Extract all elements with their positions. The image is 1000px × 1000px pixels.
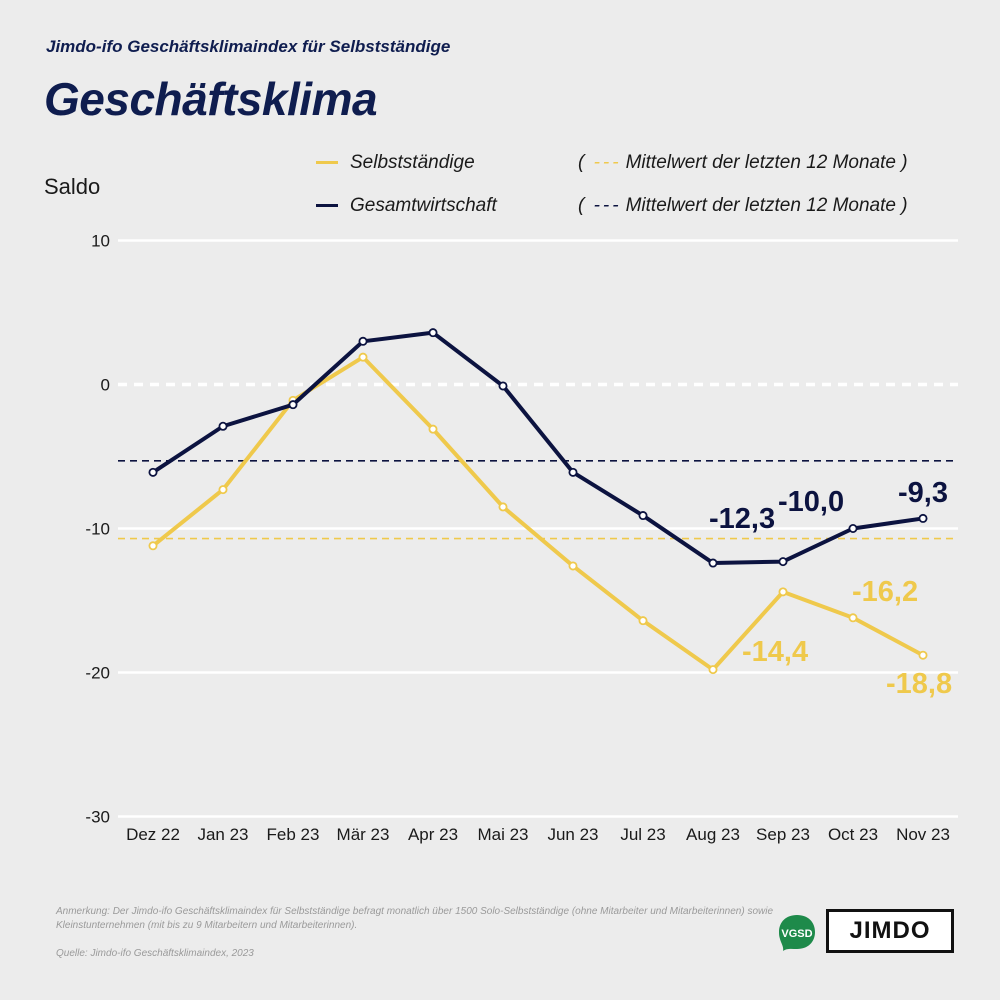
series-line-selbststaendige	[151, 355, 925, 672]
y-axis-label: Saldo	[44, 174, 101, 199]
data-point-gesamtwirtschaft	[498, 381, 508, 391]
data-label-gesamtwirtschaft: -12,3	[709, 503, 775, 535]
data-label-selbststaendige: -18,8	[886, 668, 952, 700]
data-point-selbststaendige	[428, 424, 438, 434]
data-label-selbststaendige: -16,2	[852, 576, 918, 608]
legend-swatch-selbststaendige	[316, 161, 338, 165]
legend-mean-dash-gesamtwirtschaft: ---	[593, 195, 622, 216]
data-point-gesamtwirtschaft	[918, 513, 928, 523]
data-point-selbststaendige	[918, 650, 928, 660]
x-tick-label: Nov 23	[896, 825, 950, 844]
source-note: Quelle: Jimdo-ifo Geschäftsklimaindex, 2…	[56, 948, 254, 959]
x-tick-label: Dez 22	[126, 825, 180, 844]
data-point-gesamtwirtschaft	[358, 336, 368, 346]
vgsd-logo: VGSD	[779, 915, 815, 951]
legend-mean-selbststaendige: ( --- Mittelwert der letzten 12 Monate )	[578, 152, 908, 173]
data-label-selbststaendige: -14,4	[742, 636, 808, 668]
y-tick-label: -20	[85, 664, 110, 683]
data-point-selbststaendige	[638, 616, 648, 626]
x-tick-label: Oct 23	[828, 825, 878, 844]
data-point-selbststaendige	[568, 561, 578, 571]
legend-mean-label-gesamtwirtschaft: Mittelwert der letzten 12 Monate	[625, 195, 896, 216]
svg-text:VGSD: VGSD	[781, 928, 812, 940]
data-point-gesamtwirtschaft	[848, 524, 858, 534]
x-tick-label: Sep 23	[756, 825, 810, 844]
x-tick-label: Feb 23	[267, 825, 320, 844]
data-point-gesamtwirtschaft	[428, 328, 438, 338]
y-tick-label: 0	[101, 376, 110, 395]
data-point-gesamtwirtschaft	[288, 400, 298, 410]
chart-subtitle: Jimdo-ifo Geschäftsklimaindex für Selbst…	[46, 37, 451, 56]
x-tick-label: Mai 23	[477, 825, 528, 844]
data-point-selbststaendige	[848, 613, 858, 623]
x-tick-label: Apr 23	[408, 825, 458, 844]
legend-mean-dash-selbststaendige: ---	[593, 152, 622, 173]
data-point-selbststaendige	[498, 502, 508, 512]
x-tick-label: Mär 23	[337, 825, 390, 844]
x-tick-label: Jun 23	[547, 825, 598, 844]
y-tick-label: -10	[85, 520, 110, 539]
data-point-selbststaendige	[708, 665, 718, 675]
legend-label-gesamtwirtschaft: Gesamtwirtschaft	[350, 195, 497, 216]
data-point-selbststaendige	[148, 541, 158, 551]
legend-label-selbststaendige: Selbstständige	[350, 152, 475, 173]
x-tick-label: Jul 23	[620, 825, 665, 844]
legend-item-selbststaendige: Selbstständige	[316, 152, 475, 174]
data-point-gesamtwirtschaft	[778, 557, 788, 567]
data-point-gesamtwirtschaft	[708, 558, 718, 568]
x-tick-label: Aug 23	[686, 825, 740, 844]
y-tick-label: -30	[85, 808, 110, 827]
data-point-selbststaendige	[778, 587, 788, 597]
jimdo-logo: JIMDO	[826, 909, 954, 953]
data-label-gesamtwirtschaft: -10,0	[778, 486, 844, 518]
data-point-gesamtwirtschaft	[148, 467, 158, 477]
data-point-gesamtwirtschaft	[638, 511, 648, 521]
y-tick-label: 10	[91, 232, 110, 251]
data-point-gesamtwirtschaft	[568, 467, 578, 477]
legend-item-gesamtwirtschaft: Gesamtwirtschaft	[316, 195, 497, 217]
legend-mean-gesamtwirtschaft: ( --- Mittelwert der letzten 12 Monate )	[578, 195, 908, 216]
data-point-selbststaendige	[358, 352, 368, 362]
footnote: Anmerkung: Der Jimdo-ifo Geschäftsklimai…	[56, 906, 774, 931]
legend-mean-label-selbststaendige: Mittelwert der letzten 12 Monate	[625, 152, 896, 173]
data-point-gesamtwirtschaft	[218, 421, 228, 431]
data-label-gesamtwirtschaft: -9,3	[898, 477, 948, 509]
legend-swatch-gesamtwirtschaft	[316, 204, 338, 208]
x-tick-label: Jan 23	[197, 825, 248, 844]
data-point-selbststaendige	[218, 485, 228, 495]
chart-title: Geschäftsklima	[44, 73, 378, 125]
series-line-gesamtwirtschaft	[151, 330, 925, 566]
